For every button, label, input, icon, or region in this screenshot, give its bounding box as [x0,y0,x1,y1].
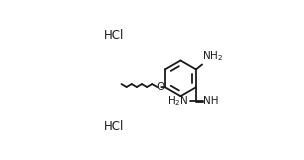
Text: O: O [156,82,164,92]
Text: NH$_2$: NH$_2$ [202,50,223,64]
Text: H$_2$N: H$_2$N [167,95,189,108]
Text: HCl: HCl [104,29,124,42]
Text: NH: NH [203,96,219,106]
Text: HCl: HCl [104,120,124,133]
